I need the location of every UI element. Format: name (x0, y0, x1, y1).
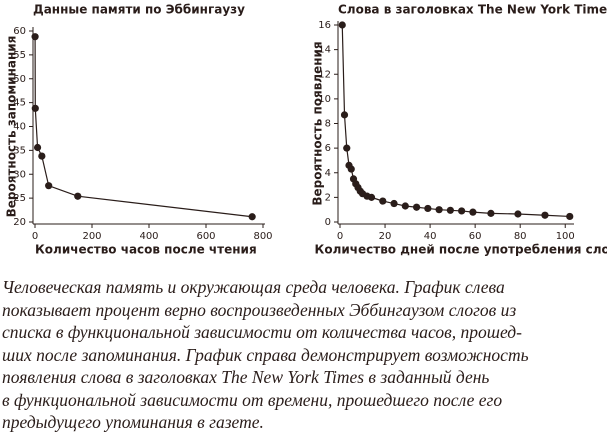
point (338, 21, 346, 29)
caption-line: списка в функциональной зависимости от к… (2, 322, 522, 342)
point (74, 192, 82, 200)
x-tick-label: 600 (196, 231, 215, 242)
y-tick-label: 50 (13, 74, 26, 85)
x-tick-label: 800 (253, 231, 272, 242)
point (379, 197, 387, 205)
y-axis-label: Вероятность появления (311, 41, 325, 205)
y-tick-label: 14 (318, 45, 331, 56)
y-tick-label: 6 (325, 143, 331, 154)
y-tick-label: 60 (13, 26, 26, 37)
point (401, 202, 409, 210)
point (435, 206, 443, 214)
point (469, 208, 477, 216)
x-tick-label: 40 (424, 231, 437, 242)
x-tick-label: 20 (379, 231, 392, 242)
x-tick-label: 200 (82, 231, 101, 242)
x-tick-label: 60 (469, 231, 482, 242)
point (38, 152, 46, 160)
chart-title: Данные памяти по Эббингаузу (33, 3, 245, 17)
point (566, 212, 574, 221)
y-tick-label: 45 (13, 98, 26, 109)
caption-line: появления слова в заголовках The New Yor… (2, 367, 490, 387)
point (487, 209, 495, 217)
y-tick-label: 55 (13, 50, 26, 61)
point (412, 203, 421, 211)
y-tick-label: 25 (13, 193, 26, 204)
line (341, 24, 570, 218)
y-tick-label: 10 (318, 94, 331, 105)
point (31, 104, 39, 112)
y-tick-label: 12 (318, 69, 331, 80)
point (33, 143, 42, 152)
caption-line: в функциональной зависимости от времени,… (2, 389, 503, 410)
chart-title: Слова в заголовках The New York Times (338, 3, 607, 17)
y-tick-label: 16 (318, 20, 331, 31)
x-axis-label: Количество дней после употребления слова (315, 243, 607, 257)
x-tick-label: 0 (32, 231, 38, 242)
point (45, 182, 53, 190)
caption-line: предыдущего упоминания в газете. (2, 412, 264, 432)
caption-line: показывает процент верно воспроизведенны… (2, 299, 517, 320)
x-tick-label: 80 (514, 231, 527, 242)
y-axis-label: Вероятность запоминания (5, 36, 19, 218)
point (347, 165, 355, 173)
y-tick-label: 2 (325, 192, 331, 203)
point (367, 193, 376, 201)
caption-line: Человеческая память и окружающая среда ч… (2, 277, 505, 297)
y-tick-label: 0 (325, 217, 331, 228)
point (541, 211, 549, 219)
point (514, 210, 522, 218)
y-tick-label: 30 (13, 169, 26, 180)
point (31, 33, 39, 41)
point (458, 207, 466, 215)
x-axis-label: Количество часов после чтения (35, 243, 257, 257)
line (34, 36, 253, 218)
charts: Данные памяти по Эббингаузу Количество ча… (5, 3, 607, 257)
y-tick-label: 35 (13, 145, 26, 156)
caption: Человеческая память и окружающая среда ч… (2, 276, 606, 434)
point (343, 144, 351, 152)
point (446, 206, 454, 214)
x-tick-label: 100 (556, 231, 575, 242)
point (248, 213, 256, 221)
x-tick-label: 400 (139, 231, 158, 242)
y-tick-label: 40 (13, 122, 26, 133)
x-tick-label: 0 (337, 231, 343, 242)
y-tick-label: 20 (13, 217, 26, 228)
caption-line: ших после запоминания. График справа дем… (2, 344, 529, 365)
y-tick-label: 8 (325, 119, 331, 130)
point (390, 199, 398, 208)
point (424, 204, 432, 213)
point (340, 111, 349, 119)
y-tick-label: 4 (325, 168, 331, 179)
